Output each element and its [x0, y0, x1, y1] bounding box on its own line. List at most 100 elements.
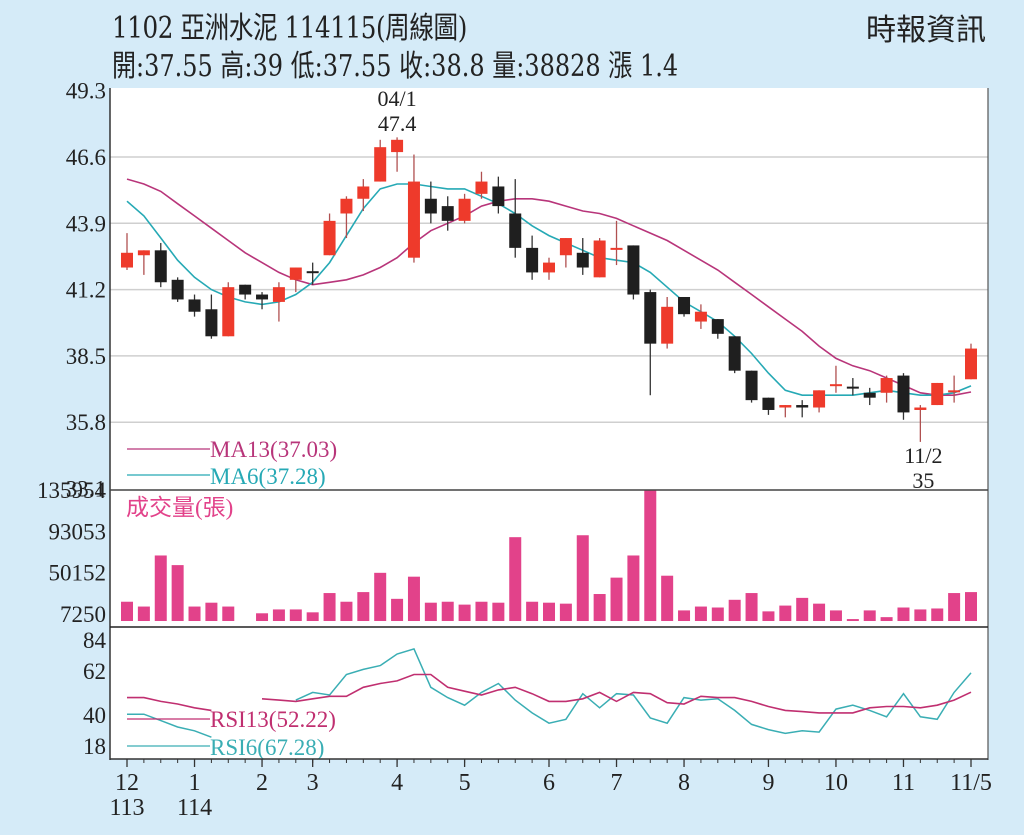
price-tick-label: 33.1: [66, 477, 106, 502]
candle: [526, 235, 539, 280]
volume-bar: [779, 605, 792, 621]
candle-body: [289, 267, 302, 280]
candle-body: [863, 392, 876, 398]
candle-body: [627, 245, 640, 295]
candle: [694, 304, 707, 329]
rsi6-line: [127, 647, 972, 738]
volume-tick-label: 7250: [60, 602, 106, 627]
volume-bar: [897, 607, 910, 621]
candle-body: [543, 262, 555, 273]
volume-bar: [880, 617, 893, 621]
candle: [323, 213, 336, 256]
x-month-label: 12: [115, 770, 139, 796]
candle-body: [222, 287, 235, 337]
candle-body: [829, 384, 842, 387]
candle-body: [137, 250, 150, 256]
price-gridlines: [110, 156, 988, 423]
volume-bar: [188, 606, 201, 621]
candle: [492, 176, 505, 214]
high-date-label: 04/1: [378, 86, 417, 111]
candle-body: [306, 271, 319, 274]
ohlc-summary: 開:37.55 高:39 低:37.55 收:38.8 量:38828 漲 1.…: [112, 49, 679, 84]
volume-bar: [543, 602, 555, 621]
candle: [914, 405, 927, 442]
x-month-label: 7: [611, 770, 623, 796]
candle-body: [492, 186, 505, 207]
volume-bar: [407, 576, 420, 621]
volume-bar: [863, 610, 876, 621]
candle-body: [610, 247, 623, 250]
candle-body: [391, 139, 404, 153]
candle-body: [340, 198, 353, 214]
candle: [188, 294, 201, 317]
x-month-label: 4: [391, 770, 403, 796]
volume-bar: [306, 612, 319, 621]
x-month-label: 1: [189, 770, 201, 796]
volume-bar: [846, 619, 859, 621]
rsi-tick-label: 40: [83, 703, 106, 728]
candle-body: [728, 336, 741, 371]
candle-body: [593, 240, 606, 278]
volume-bar: [813, 603, 826, 621]
candle: [948, 375, 961, 403]
candle: [880, 375, 893, 403]
low-date-label: 11/2: [904, 443, 942, 468]
volume-bar: [661, 575, 674, 621]
volume-bar: [154, 555, 167, 621]
candle: [728, 336, 741, 374]
volume-bar: [256, 613, 269, 621]
candle-body: [897, 375, 910, 413]
candle: [509, 179, 522, 258]
candle-body: [813, 390, 826, 408]
candle-body: [374, 147, 387, 182]
candle: [340, 196, 353, 239]
candle: [137, 250, 150, 275]
candle: [813, 390, 826, 413]
price-tick-label: 38.5: [66, 344, 106, 369]
candle: [121, 233, 133, 270]
rsi-tick-label: 84: [83, 628, 107, 653]
candle-body: [779, 405, 792, 408]
x-year-label: 113: [109, 795, 144, 821]
volume-bar: [694, 606, 707, 621]
rsi13-line: [127, 673, 972, 714]
candle: [829, 365, 842, 393]
candle-body: [661, 306, 674, 344]
volume-bar: [627, 555, 640, 621]
candle: [762, 397, 775, 415]
volume-bar: [728, 599, 741, 621]
candle-body: [475, 181, 488, 194]
rsi-tick-label: 62: [83, 659, 106, 684]
candle: [289, 267, 302, 293]
volume-bar: [222, 606, 235, 621]
rsi6-legend-label: RSI6(67.28): [210, 735, 324, 760]
x-month-label: 11/5: [950, 770, 992, 796]
price-tick-label: 35.8: [66, 410, 106, 435]
volume-panel-title: 成交量(張): [126, 495, 233, 520]
candle-body: [914, 407, 927, 410]
candle-body: [694, 311, 707, 322]
candle-body: [526, 247, 539, 273]
volume-bar: [526, 601, 539, 621]
rsi-tick-label: 18: [83, 734, 106, 759]
candles: [121, 137, 977, 442]
candle: [627, 245, 640, 300]
volume-bar: [762, 611, 775, 621]
volume-bars: [121, 490, 977, 621]
candle-body: [239, 284, 252, 295]
volume-bar: [357, 592, 370, 621]
volume-bar: [475, 601, 488, 621]
volume-bar: [441, 601, 454, 621]
candle: [441, 196, 454, 231]
volume-bar: [121, 601, 133, 621]
volume-bar: [931, 608, 944, 621]
price-tick-label: 46.6: [66, 145, 106, 170]
candle-body: [965, 348, 977, 380]
x-month-label: 10: [824, 770, 848, 796]
rsi13-legend-label: RSI13(52.22): [210, 707, 336, 732]
candle-body: [407, 181, 420, 258]
candle-body: [323, 220, 336, 256]
candle: [897, 373, 910, 420]
candle: [863, 387, 876, 406]
